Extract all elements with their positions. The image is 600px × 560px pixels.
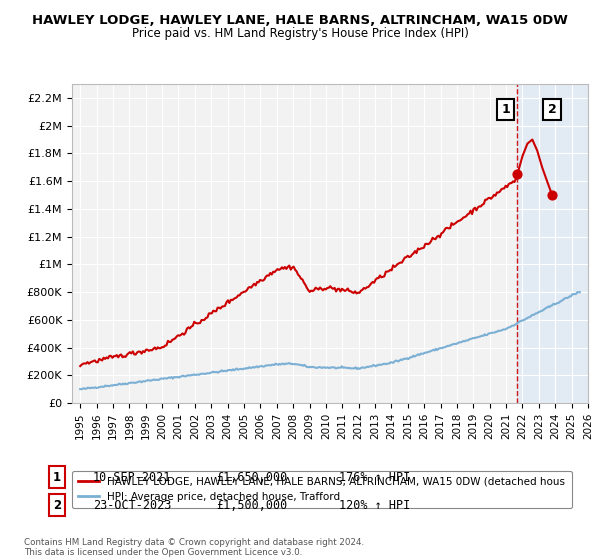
Bar: [517, 84, 588, 403]
Point: [512, 170, 522, 179]
Text: £1,500,000: £1,500,000: [216, 498, 287, 512]
Text: 2: 2: [548, 103, 556, 116]
Text: 1: 1: [501, 103, 510, 116]
Text: Price paid vs. HM Land Registry's House Price Index (HPI): Price paid vs. HM Land Registry's House …: [131, 27, 469, 40]
Text: 120% ↑ HPI: 120% ↑ HPI: [339, 498, 410, 512]
Text: 1: 1: [53, 470, 61, 484]
Text: £1,650,000: £1,650,000: [216, 470, 287, 484]
Text: 2: 2: [53, 498, 61, 512]
Legend: HAWLEY LODGE, HAWLEY LANE, HALE BARNS, ALTRINCHAM, WA15 0DW (detached hous, HPI:: HAWLEY LODGE, HAWLEY LANE, HALE BARNS, A…: [72, 470, 572, 508]
Text: Contains HM Land Registry data © Crown copyright and database right 2024.
This d: Contains HM Land Registry data © Crown c…: [24, 538, 364, 557]
Text: 23-OCT-2023: 23-OCT-2023: [93, 498, 172, 512]
Text: 176% ↑ HPI: 176% ↑ HPI: [339, 470, 410, 484]
Text: HAWLEY LODGE, HAWLEY LANE, HALE BARNS, ALTRINCHAM, WA15 0DW: HAWLEY LODGE, HAWLEY LANE, HALE BARNS, A…: [32, 14, 568, 27]
Text: 10-SEP-2021: 10-SEP-2021: [93, 470, 172, 484]
Point: [547, 190, 557, 199]
